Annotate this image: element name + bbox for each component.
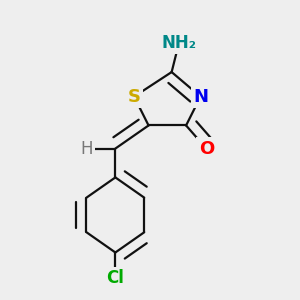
Text: N: N	[193, 88, 208, 106]
Text: NH₂: NH₂	[161, 34, 196, 52]
Text: S: S	[128, 88, 141, 106]
Text: H: H	[80, 140, 93, 158]
Text: Cl: Cl	[106, 269, 124, 287]
Text: O: O	[199, 140, 214, 158]
